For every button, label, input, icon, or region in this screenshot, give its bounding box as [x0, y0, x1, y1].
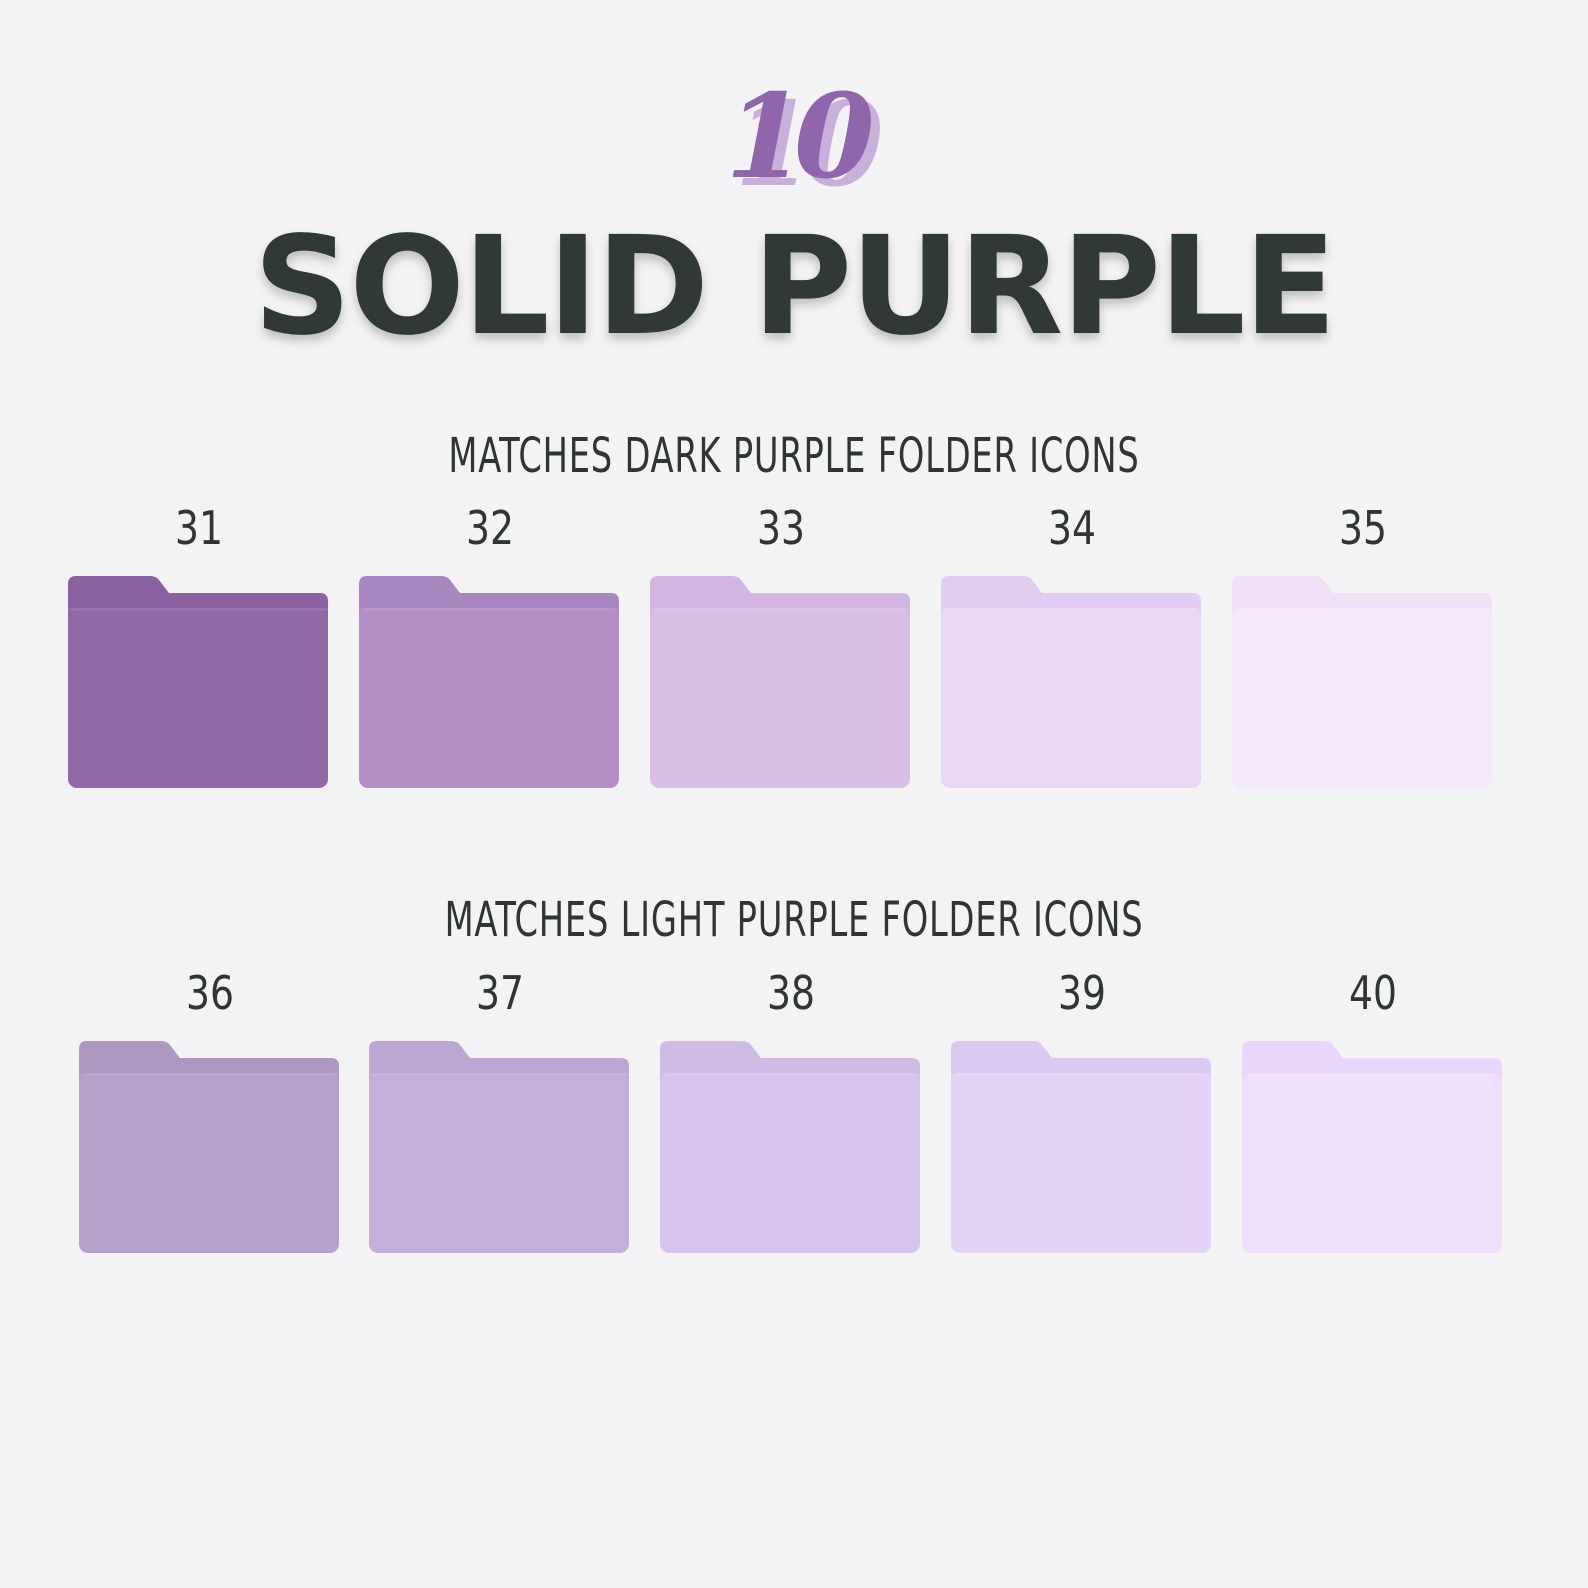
- badge-number: 10: [725, 69, 874, 205]
- folder-item-34[interactable]: 34: [941, 500, 1203, 800]
- folder-number: 34: [1047, 501, 1096, 555]
- folder-item-38[interactable]: 38: [660, 965, 922, 1265]
- folder-item-40[interactable]: 40: [1242, 965, 1504, 1265]
- folder-item-31[interactable]: 31: [68, 500, 330, 800]
- folder-icon[interactable]: [79, 1041, 341, 1255]
- folder-number: 38: [766, 966, 815, 1020]
- folder-item-37[interactable]: 37: [369, 965, 631, 1265]
- folder-number: 39: [1057, 966, 1106, 1020]
- folder-icon[interactable]: [359, 576, 621, 790]
- folder-row-light: 36 37 38 39 40: [0, 965, 1588, 1265]
- folder-item-39[interactable]: 39: [951, 965, 1213, 1265]
- folder-number: 32: [465, 501, 514, 555]
- folder-number: 36: [185, 966, 234, 1020]
- folder-icon[interactable]: [660, 1041, 922, 1255]
- folder-number: 40: [1348, 966, 1397, 1020]
- folder-item-35[interactable]: 35: [1232, 500, 1494, 800]
- folder-number: 37: [475, 966, 524, 1020]
- page-title: SOLID PURPLE: [253, 208, 1336, 366]
- folder-icon[interactable]: [650, 576, 912, 790]
- section-heading-dark: MATCHES DARK PURPLE FOLDER ICONS: [448, 428, 1140, 484]
- folder-item-33[interactable]: 33: [650, 500, 912, 800]
- section-heading-light: MATCHES LIGHT PURPLE FOLDER ICONS: [444, 892, 1144, 948]
- folder-icon[interactable]: [1242, 1041, 1504, 1255]
- folder-row-dark: 31 32 33 34 35: [0, 500, 1588, 800]
- folder-icon[interactable]: [951, 1041, 1213, 1255]
- badge-count: 10 10: [694, 72, 894, 212]
- folder-item-32[interactable]: 32: [359, 500, 621, 800]
- folder-icon[interactable]: [1232, 576, 1494, 790]
- folder-icon[interactable]: [68, 576, 330, 790]
- folder-icon[interactable]: [369, 1041, 631, 1255]
- badge-number-shadow: 10: [734, 77, 883, 213]
- folder-number: 31: [174, 501, 223, 555]
- folder-number: 33: [756, 501, 805, 555]
- folder-number: 35: [1338, 501, 1387, 555]
- folder-item-36[interactable]: 36: [79, 965, 341, 1265]
- folder-icon[interactable]: [941, 576, 1203, 790]
